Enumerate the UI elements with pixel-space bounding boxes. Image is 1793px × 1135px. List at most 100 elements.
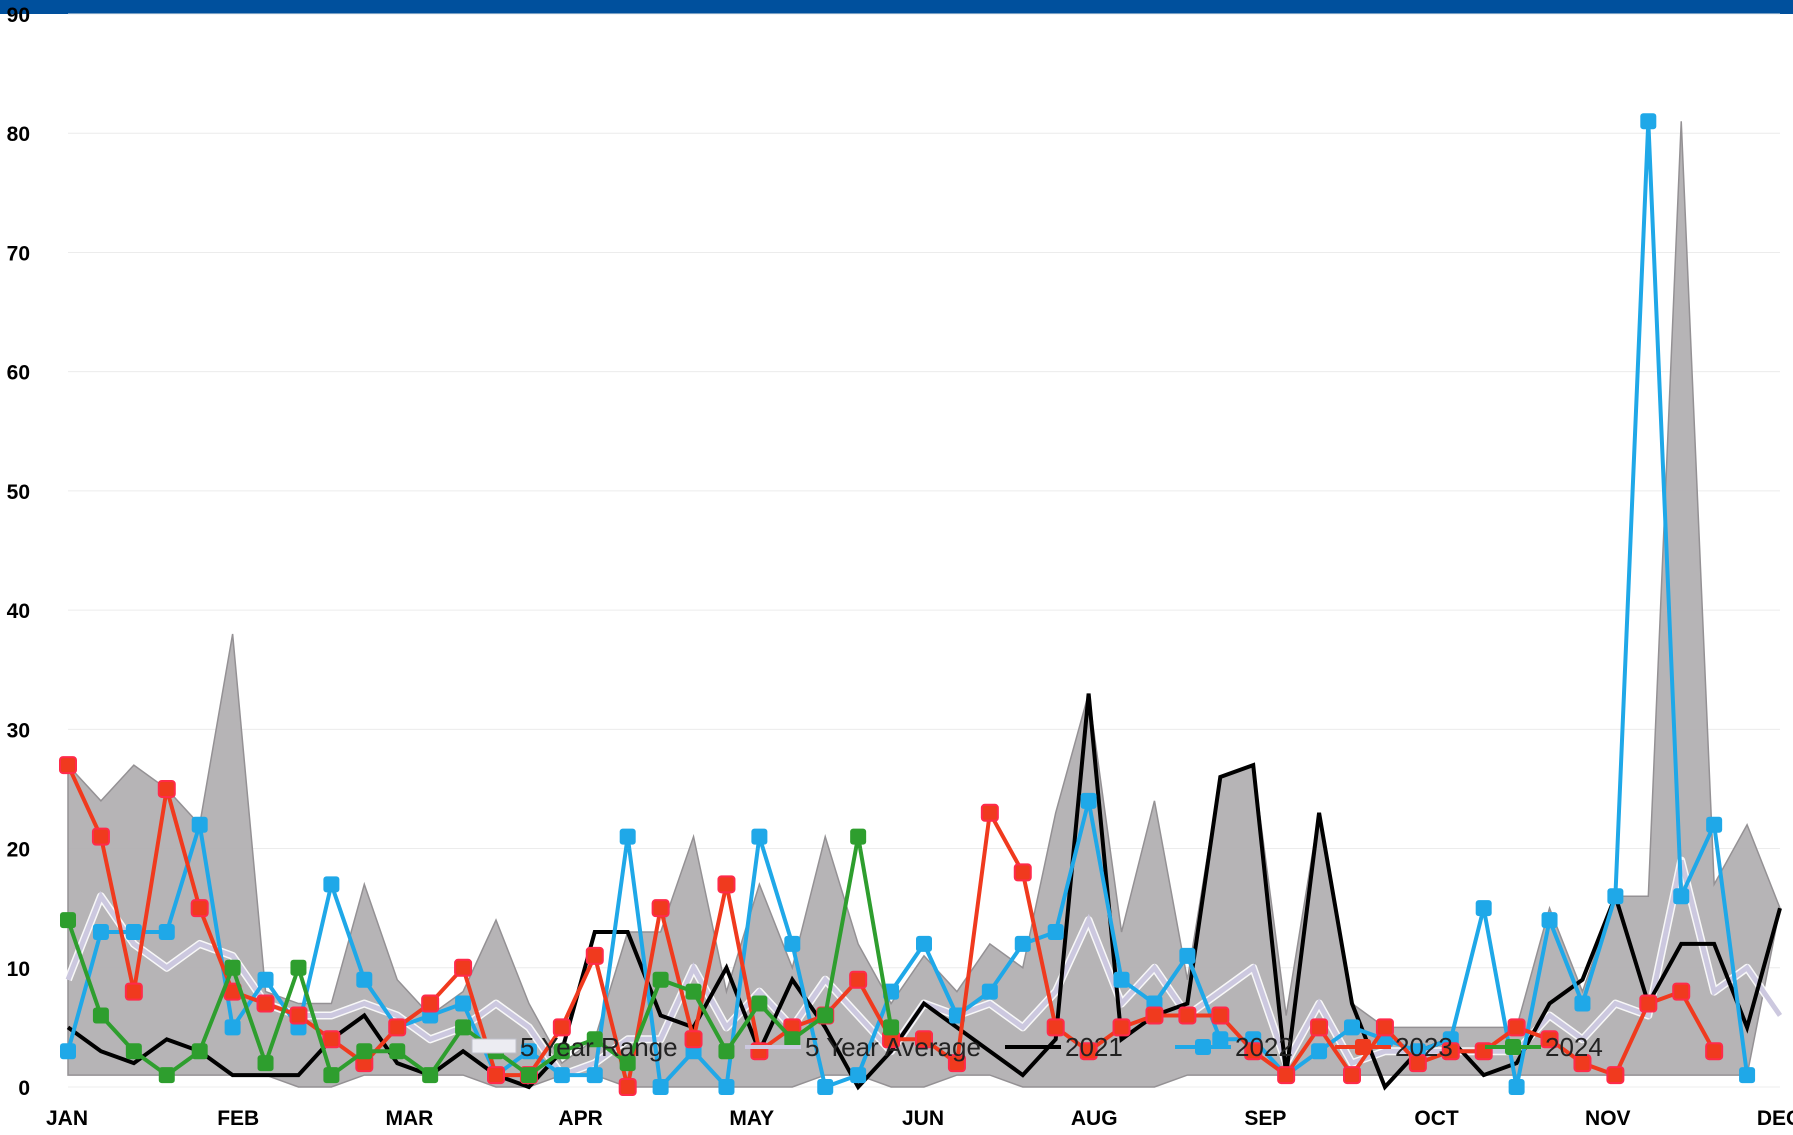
data-point <box>980 803 999 822</box>
y-axis: 0 10 20 30 40 50 60 70 80 90 <box>7 4 30 1100</box>
data-point <box>256 994 275 1013</box>
data-point <box>1540 1030 1559 1049</box>
data-point <box>883 1019 900 1036</box>
data-point <box>619 828 636 845</box>
data-point <box>158 924 175 941</box>
legend-marker <box>1505 1039 1521 1055</box>
y-tick-label: 60 <box>7 362 30 385</box>
data-point <box>1080 792 1097 809</box>
data-point <box>850 1067 867 1084</box>
legend-label: 2023 <box>1395 1032 1453 1062</box>
data-point <box>59 756 77 775</box>
data-point <box>1739 1067 1756 1084</box>
data-point <box>1277 1066 1296 1085</box>
legend: 5 Year Range 5 Year Average 2021 2022 2023 20… <box>471 1032 1603 1062</box>
y-tick-label: 40 <box>7 600 30 623</box>
series-layer <box>59 113 1784 1096</box>
data-point <box>1211 1006 1230 1025</box>
x-tick-label: JAN <box>46 1107 88 1130</box>
data-point <box>60 912 76 929</box>
data-point <box>224 959 241 976</box>
data-point <box>257 971 274 988</box>
data-point <box>323 876 340 893</box>
data-point <box>1475 900 1492 917</box>
data-point <box>60 1043 76 1060</box>
data-point <box>651 899 670 918</box>
legend-label: 5 Year Range <box>520 1032 678 1062</box>
data-point <box>1375 1018 1394 1037</box>
x-tick-label: MAY <box>729 1107 774 1130</box>
data-point <box>421 994 440 1013</box>
data-point <box>1672 982 1691 1001</box>
x-tick-label: MAR <box>385 1107 433 1130</box>
data-point <box>1441 1042 1460 1061</box>
data-point <box>322 1030 341 1049</box>
data-point <box>1145 1006 1164 1025</box>
x-axis: JAN FEB MAR APR MAY JUN AUG SEP OCT NOV DEC <box>46 1107 1793 1130</box>
data-point <box>124 982 143 1001</box>
data-point <box>947 1054 966 1073</box>
data-point <box>718 1079 735 1095</box>
data-point <box>92 924 109 941</box>
data-point <box>850 828 867 845</box>
data-point <box>454 958 473 977</box>
data-point <box>1047 924 1064 941</box>
data-point <box>1673 888 1690 905</box>
data-point <box>1508 1079 1525 1095</box>
data-point <box>1014 935 1031 952</box>
legend-marker <box>1195 1039 1211 1055</box>
data-point <box>817 1079 834 1095</box>
data-point <box>1046 1018 1065 1037</box>
data-point <box>125 924 142 941</box>
data-point <box>91 827 110 846</box>
x-tick-label: DEC <box>1757 1107 1793 1130</box>
data-point <box>981 983 998 1000</box>
data-point <box>849 970 868 989</box>
data-point <box>190 899 209 918</box>
data-point <box>1344 1019 1360 1036</box>
data-point <box>1311 1043 1328 1060</box>
y-tick-label: 80 <box>7 123 30 146</box>
data-point <box>751 828 768 845</box>
data-point <box>751 995 768 1012</box>
grid-lines <box>68 13 1780 1088</box>
data-point <box>125 1043 142 1060</box>
data-point <box>553 1043 570 1060</box>
data-point <box>652 1079 669 1095</box>
data-point <box>1640 113 1657 130</box>
legend-label: 2022 <box>1235 1032 1293 1062</box>
series-line-2021 <box>66 693 1782 1091</box>
data-point <box>1607 888 1624 905</box>
y-tick-label: 0 <box>18 1077 30 1100</box>
data-point <box>619 1055 636 1072</box>
data-point <box>1574 995 1591 1012</box>
x-tick-label: OCT <box>1414 1107 1459 1130</box>
legend-label: 5 Year Average <box>805 1032 981 1062</box>
data-point <box>1079 1042 1098 1061</box>
data-point <box>257 1055 274 1072</box>
data-point <box>356 971 373 988</box>
data-point <box>455 1019 472 1036</box>
data-point <box>552 1018 571 1037</box>
legend-label: 2021 <box>1065 1032 1123 1062</box>
legend-marker <box>1355 1039 1371 1055</box>
y-tick-label: 30 <box>7 719 30 742</box>
data-point <box>586 1067 603 1084</box>
data-point <box>718 1043 735 1060</box>
data-point <box>1606 1066 1625 1085</box>
series-line-2022 <box>66 121 1750 1092</box>
data-point <box>1178 1006 1197 1025</box>
data-point <box>916 935 932 952</box>
data-point <box>652 971 669 988</box>
data-point <box>553 1067 570 1084</box>
x-tick-label: SEP <box>1244 1107 1286 1130</box>
x-tick-label: AUG <box>1071 1107 1118 1130</box>
data-point <box>1705 1042 1724 1061</box>
data-point <box>455 995 472 1012</box>
x-tick-label: APR <box>558 1107 602 1130</box>
data-point <box>1212 1031 1229 1048</box>
y-tick-label: 70 <box>7 242 30 265</box>
x-tick-label: FEB <box>217 1107 259 1130</box>
y-tick-label: 90 <box>7 4 30 27</box>
